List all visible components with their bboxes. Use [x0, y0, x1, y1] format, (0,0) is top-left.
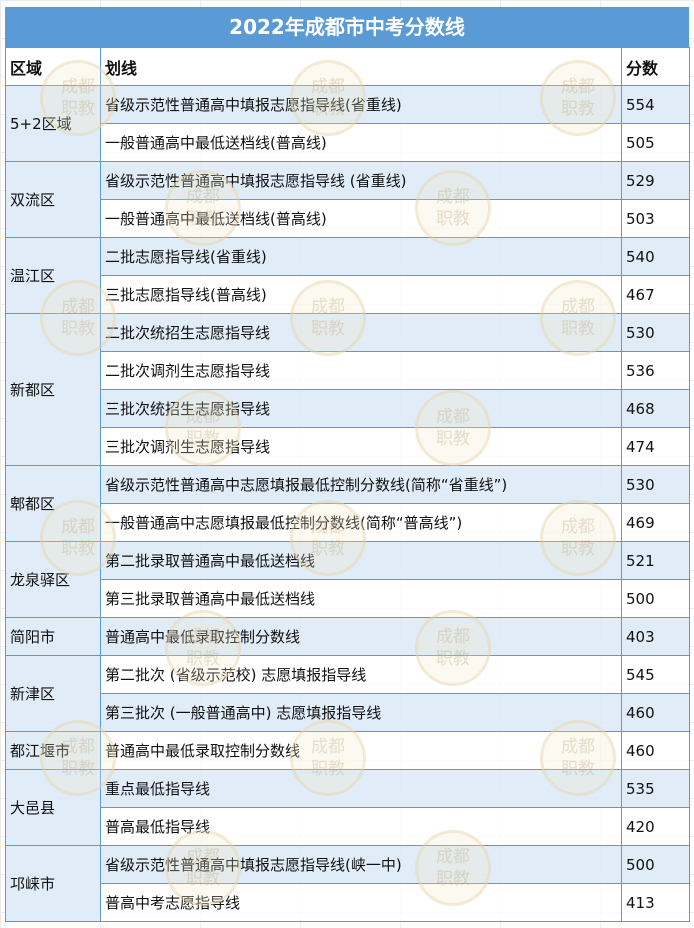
- line-cell: 二批次调剂生志愿指导线: [100, 351, 622, 390]
- score-cell: 460: [621, 731, 690, 770]
- line-cell: 第二批录取普通高中最低送档线: [100, 541, 622, 580]
- score-cell: 500: [621, 579, 690, 618]
- line-cell: 重点最低指导线: [100, 769, 622, 808]
- region-cell: 温江区: [5, 237, 101, 314]
- table-row: 简阳市 普通高中最低录取控制分数线 403: [5, 617, 690, 656]
- table-row: 5+2区域 省级示范性普通高中填报志愿指导线(省重线) 554: [5, 85, 690, 162]
- score-cell: 529: [621, 161, 690, 200]
- region-cell: 双流区: [5, 161, 101, 238]
- table-row: 双流区 省级示范性普通高中填报志愿指导线 (省重线) 529: [5, 161, 690, 238]
- score-cell: 468: [621, 389, 690, 428]
- region-cell: 新津区: [5, 655, 101, 732]
- table-row: 温江区 二批志愿指导线(省重线) 540: [5, 237, 690, 314]
- table-row: 邛崃市 省级示范性普通高中填报志愿指导线(峡一中) 500: [5, 845, 690, 922]
- table-row: 龙泉驿区 第二批录取普通高中最低送档线 521: [5, 541, 690, 618]
- score-cell: 505: [621, 123, 690, 162]
- line-cell: 三批次调剂生志愿指导线: [100, 427, 622, 466]
- table-row: 新津区 第二批次 (省级示范校) 志愿填报指导线 545: [5, 655, 690, 732]
- score-cell: 530: [621, 313, 690, 352]
- score-cell: 467: [621, 275, 690, 314]
- score-cell: 474: [621, 427, 690, 466]
- region-cell: 郫都区: [5, 465, 101, 542]
- line-cell: 第二批次 (省级示范校) 志愿填报指导线: [100, 655, 622, 694]
- line-cell: 二批次统招生志愿指导线: [100, 313, 622, 352]
- line-cell: 普高中考志愿指导线: [100, 883, 622, 922]
- line-cell: 省级示范性普通高中志愿填报最低控制分数线(简称“省重线”): [100, 465, 622, 504]
- score-cell: 413: [621, 883, 690, 922]
- table-row: 三批次调剂生志愿指导线 474: [6, 427, 690, 466]
- line-cell: 二批志愿指导线(省重线): [100, 237, 622, 276]
- line-cell: 省级示范性普通高中填报志愿指导线(峡一中): [100, 845, 622, 884]
- score-cell: 420: [621, 807, 690, 846]
- table-row: 普高中考志愿指导线 413: [6, 883, 690, 922]
- table-row: 大邑县 重点最低指导线 535: [5, 769, 690, 846]
- table-row: 普高最低指导线 420: [6, 807, 690, 846]
- table-row: 都江堰市 普通高中最低录取控制分数线 460: [5, 731, 690, 770]
- region-cell: 龙泉驿区: [5, 541, 101, 618]
- line-cell: 省级示范性普通高中填报志愿指导线(省重线): [100, 85, 622, 124]
- line-cell: 普高最低指导线: [100, 807, 622, 846]
- score-cell: 530: [621, 465, 690, 504]
- region-cell: 新都区: [5, 313, 101, 466]
- score-table: 区域 划线 分数 5+2区域 省级示范性普通高中填报志愿指导线(省重线) 554 一般…: [5, 47, 690, 922]
- header-region: 区域: [5, 47, 101, 86]
- score-cell: 503: [621, 199, 690, 238]
- table-row: 三批志愿指导线(普高线) 467: [6, 275, 690, 314]
- table-row: 一般普通高中最低送档线(普高线) 503: [6, 199, 690, 238]
- line-cell: 一般普通高中最低送档线(普高线): [100, 199, 622, 238]
- region-cell: 5+2区域: [5, 85, 101, 162]
- score-table-container: 2022年成都市中考分数线 区域 划线 分数 5+2区域 省级示范性普通高中填报志…: [5, 7, 690, 922]
- table-row: 一般普通高中志愿填报最低控制分数线(简称“普高线”) 469: [6, 503, 690, 542]
- score-cell: 536: [621, 351, 690, 390]
- line-cell: 第三批次 (一般普通高中) 志愿填报指导线: [100, 693, 622, 732]
- score-cell: 521: [621, 541, 690, 580]
- region-cell: 大邑县: [5, 769, 101, 846]
- score-cell: 540: [621, 237, 690, 276]
- table-row: 三批次统招生志愿指导线 468: [6, 389, 690, 428]
- line-cell: 第三批录取普通高中最低送档线: [100, 579, 622, 618]
- region-cell: 简阳市: [5, 617, 101, 656]
- region-cell: 邛崃市: [5, 845, 101, 922]
- header-row: 区域 划线 分数: [5, 47, 690, 86]
- table-row: 新都区 二批次统招生志愿指导线 530: [5, 313, 690, 466]
- table-row: 第三批录取普通高中最低送档线 500: [6, 579, 690, 618]
- table-row: 一般普通高中最低送档线(普高线) 505: [6, 123, 690, 162]
- table-title: 2022年成都市中考分数线: [5, 7, 689, 47]
- table-row: 二批次调剂生志愿指导线 536: [6, 351, 690, 390]
- score-cell: 554: [621, 85, 690, 124]
- score-cell: 545: [621, 655, 690, 694]
- line-cell: 普通高中最低录取控制分数线: [100, 617, 622, 656]
- line-cell: 一般普通高中志愿填报最低控制分数线(简称“普高线”): [100, 503, 622, 542]
- score-cell: 535: [621, 769, 690, 808]
- line-cell: 三批次统招生志愿指导线: [100, 389, 622, 428]
- table-row: 第三批次 (一般普通高中) 志愿填报指导线 460: [6, 693, 690, 732]
- line-cell: 三批志愿指导线(普高线): [100, 275, 622, 314]
- line-cell: 一般普通高中最低送档线(普高线): [100, 123, 622, 162]
- score-cell: 460: [621, 693, 690, 732]
- line-cell: 省级示范性普通高中填报志愿指导线 (省重线): [100, 161, 622, 200]
- table-row: 郫都区 省级示范性普通高中志愿填报最低控制分数线(简称“省重线”) 530: [5, 465, 690, 542]
- header-score: 分数: [621, 47, 690, 86]
- score-cell: 469: [621, 503, 690, 542]
- header-line: 划线: [100, 47, 622, 86]
- line-cell: 普通高中最低录取控制分数线: [100, 731, 622, 770]
- score-cell: 500: [621, 845, 690, 884]
- region-cell: 都江堰市: [5, 731, 101, 770]
- score-cell: 403: [621, 617, 690, 656]
